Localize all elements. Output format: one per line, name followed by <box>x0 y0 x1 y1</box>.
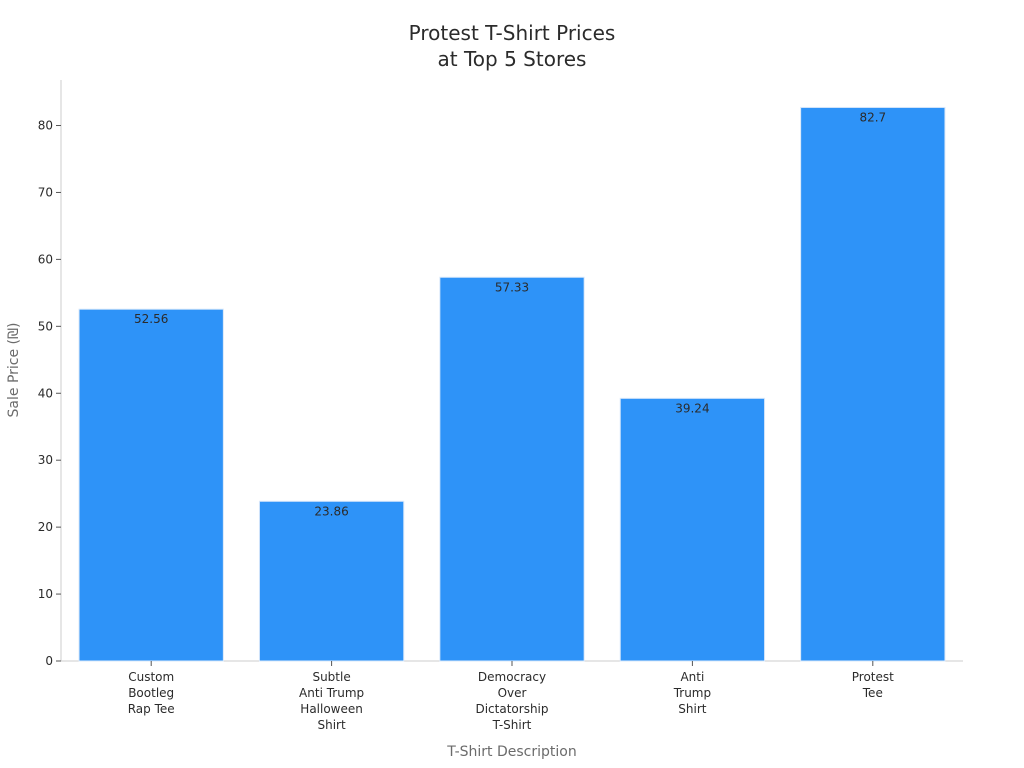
x-tick-label-line: Dictatorship <box>475 702 548 716</box>
x-tick-label-line: T-Shirt <box>492 718 532 732</box>
x-tick-label-line: Shirt <box>678 702 706 716</box>
chart-title-line-2: at Top 5 Stores <box>438 47 587 71</box>
x-tick-label-line: Protest <box>852 670 894 684</box>
x-tick-label-line: Over <box>498 686 527 700</box>
x-tick-label-line: Shirt <box>317 718 345 732</box>
x-tick-label-line: Tee <box>862 686 883 700</box>
x-tick-label-line: Halloween <box>300 702 363 716</box>
x-axis-title: T-Shirt Description <box>446 744 576 760</box>
y-tick-label: 30 <box>38 453 53 467</box>
y-tick-label: 10 <box>38 587 53 601</box>
x-tick-label-line: Rap Tee <box>128 702 175 716</box>
x-tick-label: Anti Trump Shirt <box>673 670 711 716</box>
bar-value-label: 52.56 <box>134 312 168 326</box>
y-tick-label: 0 <box>45 654 53 668</box>
x-tick-labels-group: Custom Bootleg Rap Tee Subtle Anti Trump Hall… <box>128 661 894 732</box>
x-tick-label: Subtle Anti Trump Halloween Shirt <box>299 670 364 732</box>
chart-title: Protest T-Shirt Prices at Top 5 Stores <box>409 21 616 71</box>
y-tick-label: 50 <box>38 319 53 333</box>
bar-value-label: 82.7 <box>859 110 886 124</box>
bar <box>78 308 224 662</box>
chart-title-line-1: Protest T-Shirt Prices <box>409 21 616 45</box>
bar <box>619 397 766 662</box>
x-tick-label: Protest Tee <box>852 670 894 700</box>
y-axis-title: Sale Price (₪) <box>6 323 22 418</box>
y-tick-label: 60 <box>38 252 53 266</box>
x-tick-label-line: Subtle <box>312 670 350 684</box>
bar <box>800 106 946 662</box>
bar-value-label: 39.24 <box>675 401 709 415</box>
bar-value-label: 23.86 <box>314 504 348 518</box>
bar <box>258 500 405 662</box>
y-axis: 0 10 20 30 40 50 60 70 80 <box>38 80 62 668</box>
x-tick-label-line: Custom <box>128 670 174 684</box>
y-tick-label: 80 <box>38 119 53 133</box>
bars-group <box>78 106 946 662</box>
x-tick-label-line: Democracy <box>478 670 546 684</box>
x-tick-label: Democracy Over Dictatorship T-Shirt <box>475 670 548 732</box>
x-tick-label-line: Anti Trump <box>299 686 364 700</box>
y-tick-label: 20 <box>38 520 53 534</box>
bar <box>439 276 585 662</box>
x-tick-label-line: Bootleg <box>128 686 174 700</box>
bar-value-label: 57.33 <box>495 280 529 294</box>
bar-labels-group: 52.56 23.86 57.33 39.24 82.7 <box>134 110 886 518</box>
x-tick-label-line: Trump <box>673 686 711 700</box>
y-tick-label: 40 <box>38 386 53 400</box>
y-tick-label: 70 <box>38 185 53 199</box>
x-tick-label: Custom Bootleg Rap Tee <box>128 670 175 716</box>
x-tick-label-line: Anti <box>680 670 704 684</box>
